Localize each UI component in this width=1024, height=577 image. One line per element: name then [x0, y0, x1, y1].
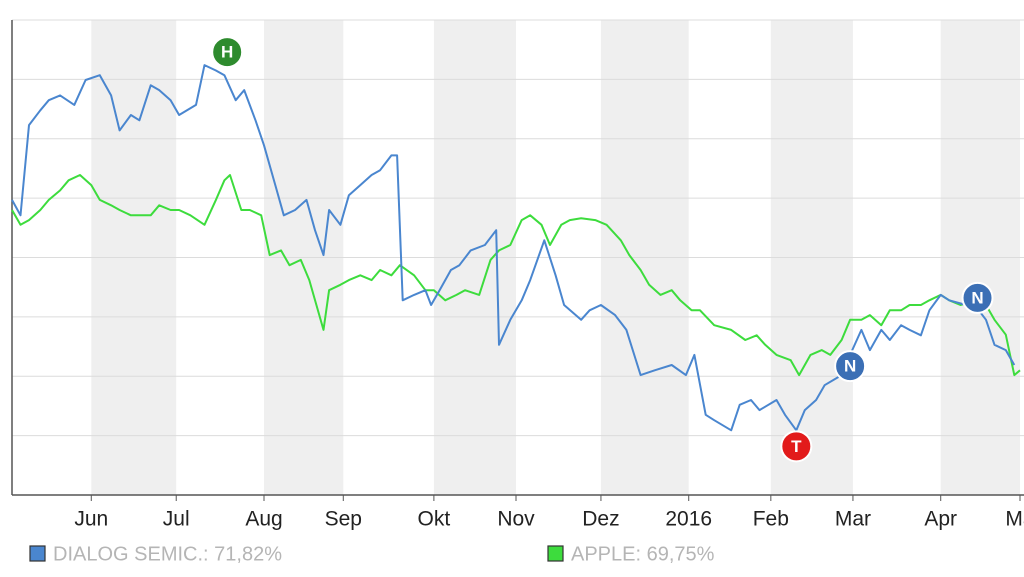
annotation-marker	[780, 430, 813, 463]
x-tick-label: Nov	[497, 508, 535, 531]
annotation-label: H	[221, 43, 233, 62]
x-tick-label: Dez	[582, 508, 619, 531]
x-tick-label: 2016	[665, 508, 712, 531]
annotation-marker	[211, 36, 244, 69]
x-tick-label: Ma	[1005, 508, 1024, 531]
x-tick-label: Sep	[325, 508, 362, 531]
annotation-label: N	[844, 357, 856, 376]
x-tick-label: Apr	[924, 508, 957, 531]
series-line	[11, 174, 1021, 377]
x-tick-label: Feb	[753, 508, 789, 531]
x-tick-label: Jun	[74, 508, 108, 531]
legend-label: DIALOG SEMIC.: 71,82%	[53, 543, 282, 565]
legend-label: APPLE: 69,75%	[571, 543, 715, 565]
x-tick-label: Jul	[163, 508, 190, 531]
annotation-marker	[961, 281, 994, 314]
x-tick-label: Mar	[835, 508, 871, 531]
annotation-marker	[834, 350, 867, 383]
legend-swatch	[547, 545, 564, 562]
legend-swatch	[29, 545, 46, 562]
x-tick-label: Okt	[418, 508, 451, 531]
annotation-label: N	[971, 288, 983, 307]
annotation-label: T	[791, 437, 802, 456]
x-tick-label: Aug	[245, 508, 282, 531]
